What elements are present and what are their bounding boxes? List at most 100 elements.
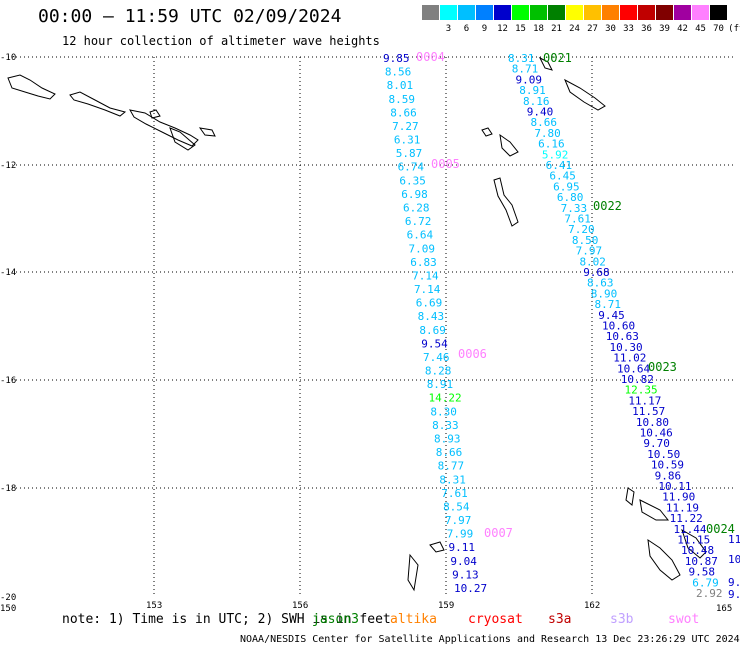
wave-height-value: 7.14 [414, 283, 441, 296]
scale-label: 3 [445, 24, 452, 34]
wave-height-value: 6.83 [410, 256, 437, 269]
wave-height-value: 7.33 [561, 202, 588, 215]
scale-swatch [692, 5, 709, 20]
wave-height-value: 10.80 [636, 416, 669, 429]
lon-label: 165 [716, 604, 732, 614]
wave-height-value: 9.85 [383, 52, 410, 65]
wave-height-value: 6.64 [407, 229, 434, 242]
wave-height-value: 7.61 [441, 487, 468, 500]
wave-height-value: 9.40 [527, 106, 554, 119]
scale-swatch [674, 5, 691, 20]
wave-height-value: 11.02 [613, 352, 646, 365]
wave-height-value: 8.30 [430, 405, 457, 418]
wave-height-value: 11.17 [628, 394, 661, 407]
scale-swatch [422, 5, 439, 20]
wave-height-value: 8.56 [385, 66, 412, 79]
wave-height-value: 5.92 [542, 148, 569, 161]
wave-height-value: 9.04 [450, 555, 477, 568]
wave-height-value: 8.90 [591, 287, 618, 300]
credit-line: NOAA/NESDIS Center for Satellite Applica… [240, 634, 740, 645]
wave-height-value: 6.45 [549, 170, 576, 183]
wave-height-value: 11.22 [670, 512, 703, 525]
wave-height-value: 8.43 [418, 310, 445, 323]
pass-id-label: 0021 [543, 51, 572, 65]
wave-height-value: 11.90 [662, 491, 695, 504]
wave-height-value: 8.66 [390, 106, 417, 119]
wave-height-value: 8.71 [512, 63, 539, 76]
scale-label: 24 [569, 24, 580, 34]
legend-item-swot: swot [668, 612, 700, 627]
scale-label: 9 [481, 24, 488, 34]
scale-label: 21 [551, 24, 562, 34]
wave-height-value: 6.31 [394, 134, 421, 147]
wave-height-value: 8.01 [387, 79, 414, 92]
wave-height-value: 9.86 [655, 469, 682, 482]
scale-label: 30 [605, 24, 616, 34]
scale-swatch [530, 5, 547, 20]
wave-height-value: 10.30 [610, 341, 643, 354]
scale-swatch [440, 5, 457, 20]
wave-height-value: 12.35 [625, 384, 658, 397]
wave-height-value: 8.16 [523, 95, 550, 108]
wave-height-value: 9.45 [598, 309, 625, 322]
scale-swatch [620, 5, 637, 20]
lon-label: 150 [0, 604, 16, 614]
scale-label: 39 [659, 24, 670, 34]
scale-swatch [566, 5, 583, 20]
scale-swatch [512, 5, 529, 20]
scale-label: 6 [463, 24, 470, 34]
lat-label: -16 [0, 376, 16, 386]
wave-height-value: 10.27 [454, 582, 487, 595]
wave-height-value: 9.70 [643, 437, 670, 450]
wave-height-value: 7.99 [447, 528, 474, 541]
wave-height-value: 6.72 [405, 215, 432, 228]
wave-height-value: 10.82 [621, 373, 654, 386]
pass-id-label: 0022 [593, 199, 622, 213]
wave-height-value: 10 [728, 553, 740, 566]
wave-height-value: 10.50 [647, 448, 680, 461]
wave-height-value: 8.91 [519, 84, 546, 97]
lon-label: 159 [438, 601, 454, 611]
map-title: 00:00 – 11:59 UTC 02/09/2024 [38, 6, 342, 27]
lon-label: 153 [146, 601, 162, 611]
wave-height-value: 8.54 [443, 500, 470, 513]
wave-height-value: 7.09 [408, 242, 435, 255]
wave-height-value: 6.74 [398, 161, 425, 174]
wave-height-value: 10.87 [685, 555, 718, 568]
lon-label: 162 [584, 601, 600, 611]
wave-height-value: 8.31 [439, 473, 466, 486]
scale-label: 42 [677, 24, 688, 34]
scale-swatch [548, 5, 565, 20]
legend-item-cryosat: cryosat [468, 612, 523, 627]
scale-swatch [656, 5, 673, 20]
pass-id-label: 0024 [706, 522, 735, 536]
legend-item-s3a: s3a [548, 612, 572, 627]
pass-id-label: 0005 [431, 157, 460, 171]
wave-height-value: 10.11 [658, 480, 691, 493]
wave-height-value: 6.16 [538, 138, 565, 151]
scale-label: 18 [533, 24, 544, 34]
pass-id-label: 0004 [416, 50, 445, 64]
scale-label: 27 [587, 24, 598, 34]
wave-height-value: 8.77 [438, 460, 465, 473]
scale-swatch [602, 5, 619, 20]
wave-height-value: 9.11 [449, 541, 476, 554]
map-subtitle: 12 hour collection of altimeter wave hei… [62, 34, 380, 48]
wave-height-value: 11.19 [666, 501, 699, 514]
wave-height-value: 8.93 [434, 433, 461, 446]
wave-height-value: 10.60 [602, 320, 635, 333]
scale-label: 70 [713, 24, 724, 34]
wave-height-value: 14.22 [429, 392, 462, 405]
wave-height-value: 11.57 [632, 405, 665, 418]
pass-id-label: 0023 [648, 360, 677, 374]
scale-unit: (ft) [728, 24, 740, 34]
wave-height-value: 8.66 [531, 116, 558, 129]
wave-height-value: 10.64 [617, 362, 650, 375]
wave-height-value: 6.69 [416, 297, 443, 310]
lat-label: -20 [0, 593, 16, 603]
coastlines [7, 56, 707, 592]
scale-swatch [458, 5, 475, 20]
scale-label: 36 [641, 24, 652, 34]
wave-height-value: 11 [728, 533, 740, 546]
